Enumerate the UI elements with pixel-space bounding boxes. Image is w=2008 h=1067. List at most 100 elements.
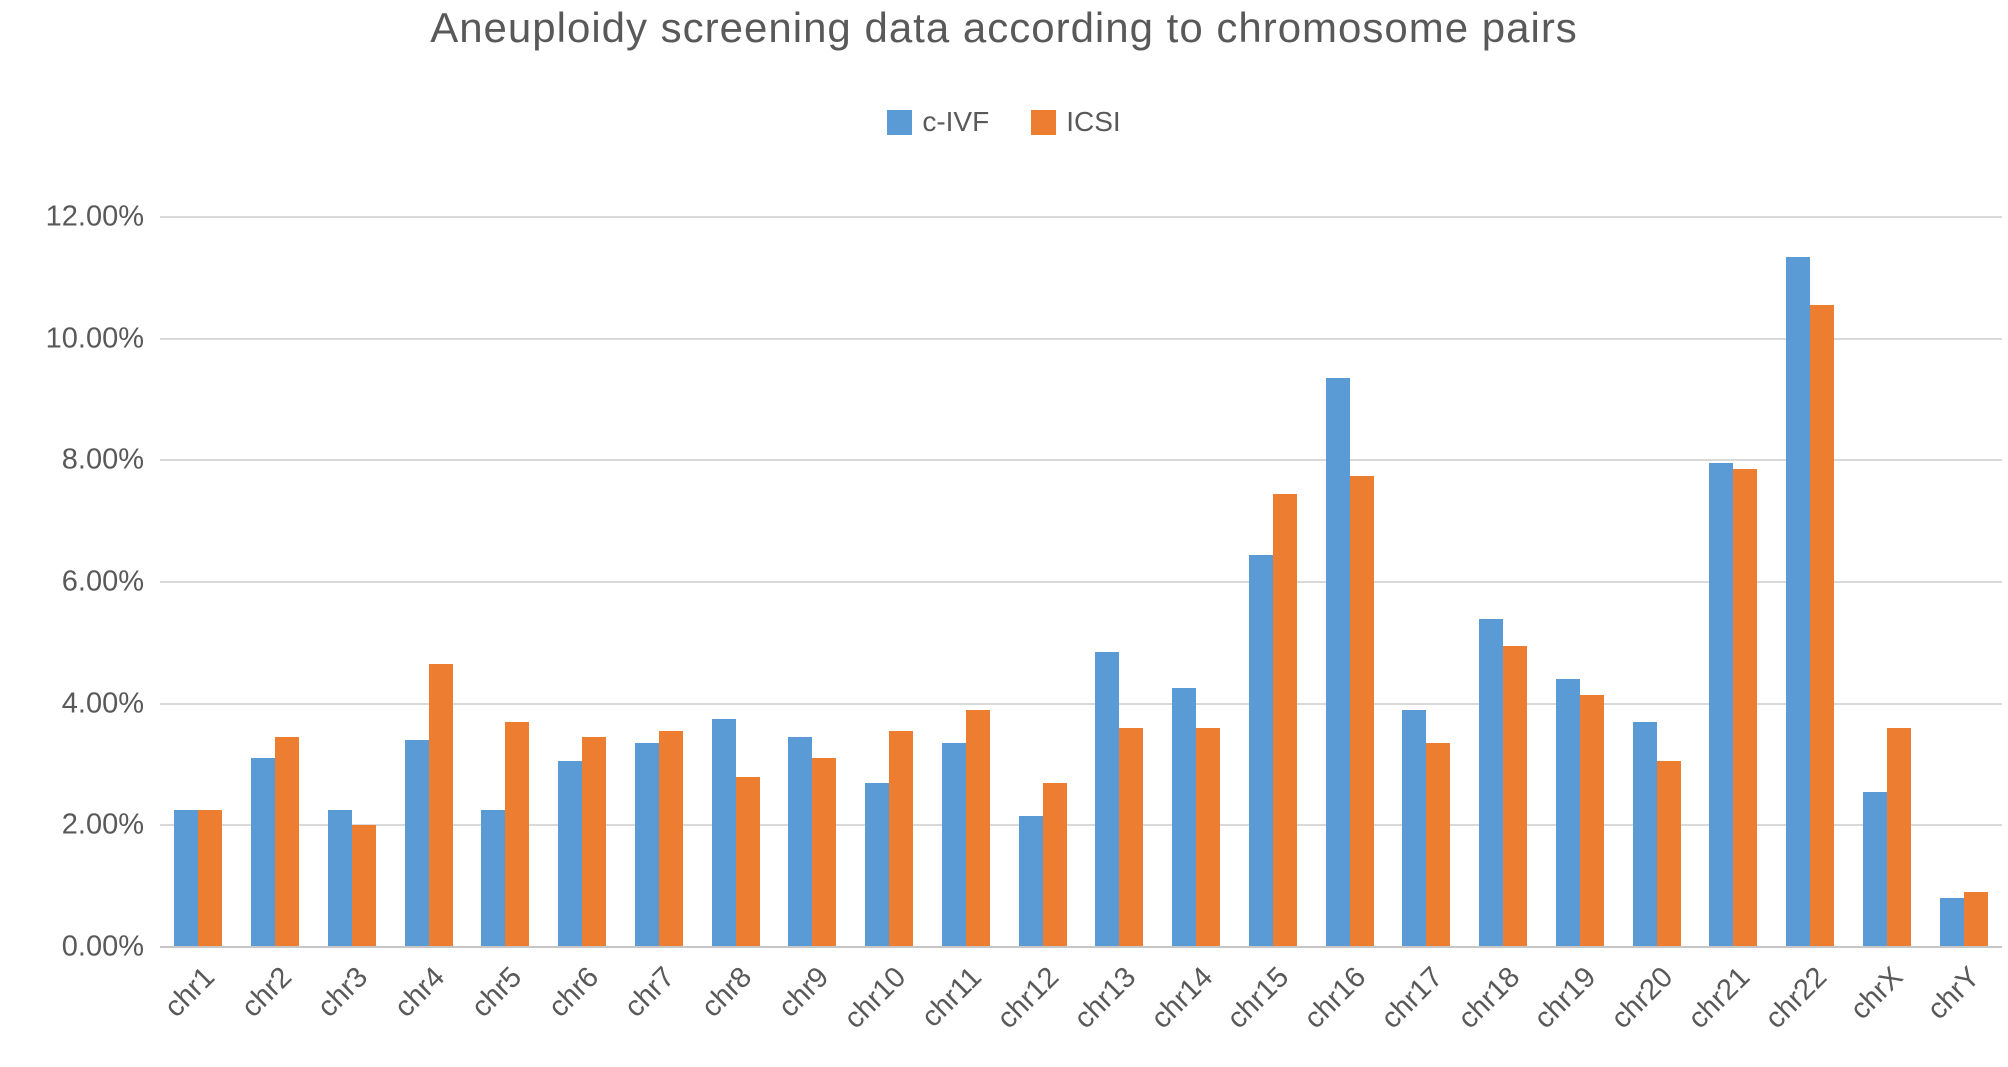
bar-icsi-chr3 — [351, 825, 376, 947]
y-tick-label-6.00%: 6.00% — [61, 565, 144, 598]
bar-c-ivf-chr16 — [1325, 378, 1350, 947]
legend-label-c-ivf: c-IVF — [922, 106, 990, 137]
bar-group-chr10 — [851, 217, 928, 947]
bar-c-ivf-chr5 — [481, 810, 506, 947]
x-tick-label-chr21: chr21 — [1682, 961, 1757, 1035]
bar-c-ivf-chr14 — [1172, 688, 1197, 947]
gridline-10.00% — [160, 337, 2002, 340]
x-tick-label-chr20: chr20 — [1605, 961, 1680, 1035]
bar-group-chr2 — [237, 217, 314, 947]
bar-group-chr22 — [1772, 217, 1849, 947]
bar-icsi-chr21 — [1733, 469, 1758, 947]
legend-label-icsi: ICSI — [1066, 106, 1121, 137]
y-tick-label-10.00%: 10.00% — [45, 322, 144, 355]
bar-group-chr16 — [1311, 217, 1388, 947]
bar-group-chr7 — [621, 217, 698, 947]
gridline-2.00% — [160, 824, 2002, 827]
x-tick-label-chr3: chr3 — [311, 961, 375, 1024]
legend-item-c-ivf: c-IVF — [887, 106, 989, 138]
bar-icsi-chrX — [1886, 728, 1911, 947]
x-tick-label-chrX: chrX — [1844, 961, 1910, 1026]
bar-group-chr15 — [1235, 217, 1312, 947]
x-tick-label-chr7: chr7 — [618, 961, 682, 1024]
bar-c-ivf-chr6 — [558, 761, 583, 947]
legend: c-IVF ICSI — [0, 106, 2008, 138]
bar-c-ivf-chr11 — [941, 743, 966, 947]
bar-group-chr5 — [467, 217, 544, 947]
bar-c-ivf-chr8 — [711, 718, 736, 947]
gridline-6.00% — [160, 581, 2002, 583]
x-tick-label-chr8: chr8 — [695, 961, 759, 1024]
bar-icsi-chr13 — [1119, 728, 1144, 947]
x-tick-label-chr16: chr16 — [1298, 961, 1373, 1035]
bar-group-chr4 — [390, 217, 467, 947]
bar-c-ivf-chr20 — [1632, 721, 1657, 947]
bar-c-ivf-chr13 — [1095, 651, 1120, 947]
bar-c-ivf-chrY — [1939, 898, 1964, 947]
bar-group-chr3 — [313, 217, 390, 947]
bar-icsi-chr8 — [735, 776, 760, 947]
bar-icsi-chr16 — [1349, 475, 1374, 947]
bar-c-ivf-chr15 — [1248, 554, 1273, 947]
bar-icsi-chr1 — [198, 810, 223, 947]
x-tick-label-chr22: chr22 — [1758, 961, 1833, 1035]
bar-icsi-chr6 — [582, 737, 607, 947]
bar-c-ivf-chr21 — [1709, 463, 1734, 947]
bar-icsi-chr4 — [428, 664, 453, 947]
x-tick-label-chrY: chrY — [1921, 961, 1987, 1026]
bar-c-ivf-chr18 — [1479, 618, 1504, 947]
bar-icsi-chr20 — [1656, 761, 1681, 947]
bar-icsi-chr9 — [812, 758, 837, 947]
y-tick-label-4.00%: 4.00% — [61, 687, 144, 720]
x-tick-label-chr6: chr6 — [542, 961, 605, 1024]
bar-icsi-chr10 — [889, 731, 914, 947]
x-tick-label-chr4: chr4 — [388, 961, 452, 1024]
bar-group-chrX — [1849, 217, 1926, 947]
bar-group-chr11 — [928, 217, 1005, 947]
bar-group-chr8 — [697, 217, 774, 947]
plot-area: 0.00% 2.00% 4.00% 6.00% 8.00% 10.00% 12.00% chr… — [46, 201, 2002, 1035]
bar-icsi-chr17 — [1426, 743, 1451, 947]
x-tick-label-chr11: chr11 — [916, 961, 989, 1034]
bar-c-ivf-chr1 — [174, 810, 199, 947]
x-tick-label-chr19: chr19 — [1528, 961, 1603, 1035]
bar-icsi-chr18 — [1503, 645, 1528, 947]
bar-icsi-chr11 — [965, 709, 990, 947]
bar-group-chr1 — [160, 217, 237, 947]
bar-c-ivf-chrX — [1862, 791, 1887, 947]
gridline-8.00% — [160, 459, 2002, 462]
bar-group-chr14 — [1158, 217, 1235, 947]
x-tick-label-chr2: chr2 — [235, 961, 298, 1024]
bar-c-ivf-chr17 — [1402, 709, 1427, 947]
bar-group-chr20 — [1618, 217, 1695, 947]
y-tick-label-12.00%: 12.00% — [45, 200, 144, 233]
y-tick-label-2.00%: 2.00% — [61, 808, 144, 841]
bar-c-ivf-chr3 — [327, 810, 352, 947]
x-tick-label-chr5: chr5 — [465, 961, 529, 1024]
bar-c-ivf-chr7 — [634, 743, 659, 947]
bar-group-chr19 — [1542, 217, 1619, 947]
legend-swatch-icon-icsi — [1031, 109, 1057, 135]
bar-icsi-chr22 — [1810, 305, 1835, 947]
bar-icsi-chr12 — [1042, 782, 1067, 947]
bar-c-ivf-chr4 — [404, 740, 429, 947]
gridline-4.00% — [160, 702, 2002, 705]
x-axis-baseline — [160, 946, 2002, 948]
bar-group-chrY — [1925, 217, 2002, 947]
legend-swatch-icon-c-ivf — [887, 109, 913, 135]
x-tick-label-chr10: chr10 — [837, 961, 912, 1035]
x-tick-label-chr14: chr14 — [1144, 961, 1219, 1035]
bar-c-ivf-chr10 — [865, 782, 890, 947]
bar-icsi-chr7 — [658, 731, 683, 947]
bar-icsi-chr5 — [505, 721, 530, 947]
bar-c-ivf-chr9 — [788, 737, 813, 947]
bar-group-chr13 — [1081, 217, 1158, 947]
x-tick-label-chr1: chr1 — [158, 961, 221, 1024]
bar-icsi-chrY — [1963, 892, 1988, 947]
bar-icsi-chr19 — [1579, 694, 1604, 947]
bar-c-ivf-chr2 — [251, 758, 276, 947]
chart-title: Aneuploidy screening data according to c… — [430, 4, 1578, 51]
bar-c-ivf-chr22 — [1786, 256, 1811, 947]
bar-group-chr18 — [1465, 217, 1542, 947]
